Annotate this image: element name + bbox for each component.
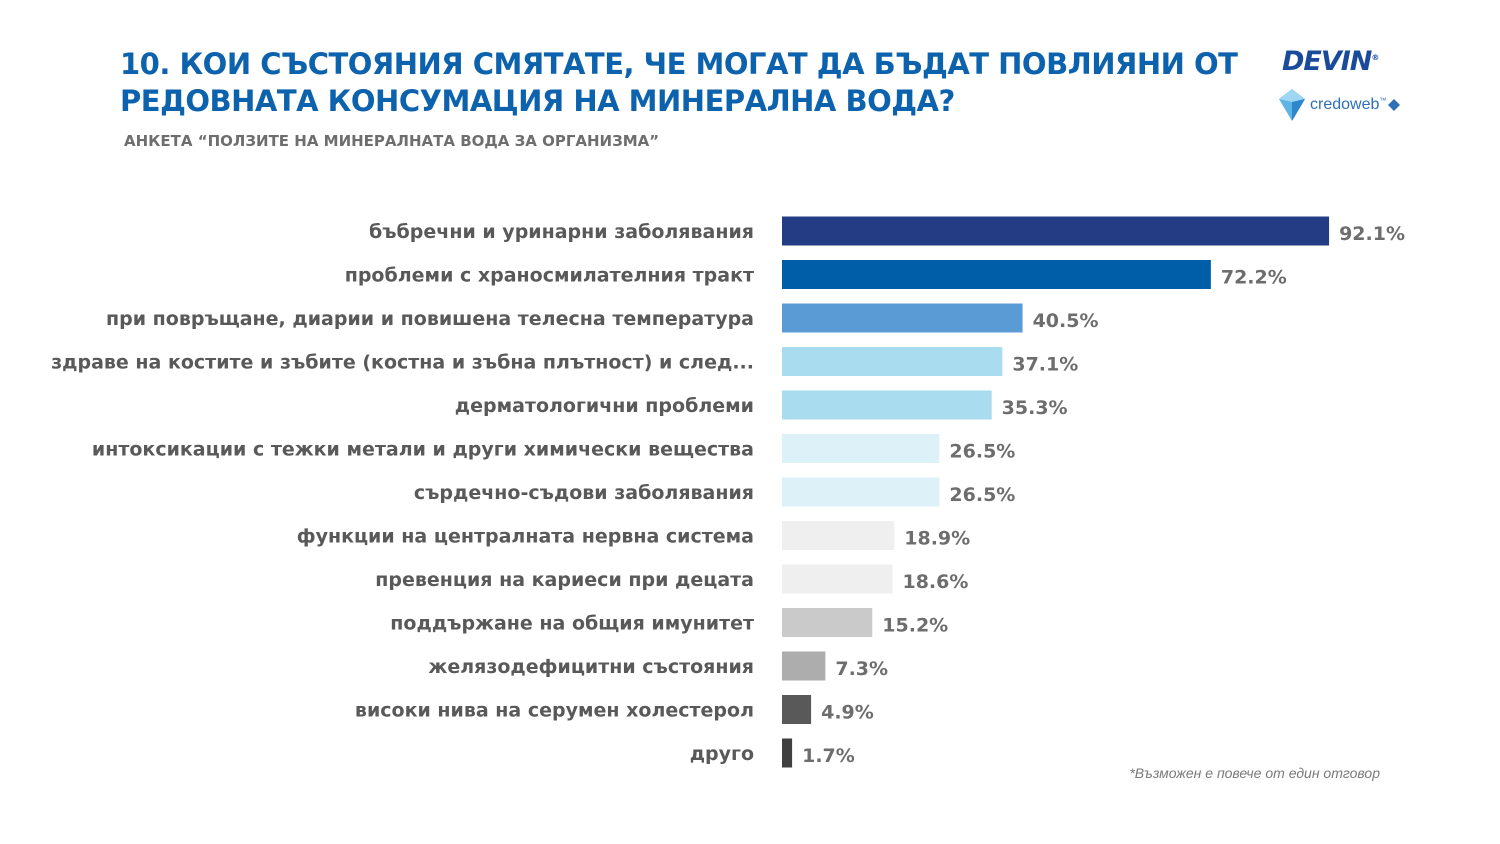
data-label: 92.1%: [1339, 223, 1405, 245]
bar: [782, 347, 1003, 376]
bar: [782, 216, 1330, 246]
bar: [782, 303, 1023, 333]
category-label: поддържане на общия имунитет: [390, 613, 754, 635]
data-label: 37.1%: [1012, 354, 1078, 376]
category-label: високи нива на серумен холестерол: [355, 700, 754, 722]
bar: [782, 477, 940, 507]
data-label: 72.2%: [1221, 267, 1287, 289]
credoweb-logo-text: credoweb™: [1310, 96, 1386, 114]
bar: [782, 651, 826, 681]
data-label: 26.5%: [949, 484, 1015, 506]
bar: [782, 521, 895, 550]
data-label: 26.5%: [949, 441, 1015, 463]
category-label: интоксикации с тежки метали и други хими…: [92, 439, 754, 461]
devin-registered-mark: ®: [1371, 53, 1379, 62]
data-label: 4.9%: [821, 702, 874, 724]
credoweb-logo: credoweb™: [1278, 88, 1401, 122]
category-label: сърдечно-съдови заболявания: [414, 482, 754, 504]
credoweb-name: credoweb: [1310, 96, 1380, 113]
category-label: дерматологични проблеми: [455, 395, 754, 417]
bar: [782, 260, 1211, 289]
bar: [782, 738, 793, 768]
devin-logo: DEVIN®: [1282, 46, 1379, 77]
page-subtitle: АНКЕТА “ПОЛЗИТЕ НА МИНЕРАЛНАТА ВОДА ЗА О…: [124, 132, 660, 150]
bar: [782, 695, 812, 724]
data-label: 1.7%: [802, 745, 855, 767]
category-label: друго: [690, 743, 754, 765]
category-label: бъбречни и уринарни заболявания: [369, 221, 754, 243]
category-label: превенция на кариеси при децата: [375, 569, 754, 591]
credoweb-small-diamond-icon: [1388, 99, 1401, 111]
data-label: 40.5%: [1033, 310, 1099, 332]
category-label: желязодефицитни състояния: [428, 656, 754, 678]
category-label: функции на централната нервна система: [297, 526, 754, 548]
data-label: 35.3%: [1002, 397, 1068, 419]
category-label: здраве на костите и зъбите (костна и зъб…: [51, 352, 754, 374]
footnote: *Възможен е повече от един отговор: [1129, 765, 1380, 781]
data-label: 7.3%: [835, 658, 888, 680]
bar: [782, 390, 992, 420]
bar: [782, 608, 873, 637]
bar: [782, 564, 893, 594]
credoweb-diamond-icon: [1279, 89, 1305, 121]
bar: [782, 434, 940, 463]
credoweb-trademark: ™: [1379, 97, 1387, 105]
category-label: проблеми с храносмилателния тракт: [345, 265, 754, 287]
page-title: 10. КОИ СЪСТОЯНИЯ СМЯТАТЕ, ЧЕ МОГАТ ДА Б…: [120, 47, 1238, 118]
data-label: 15.2%: [882, 615, 948, 637]
data-label: 18.6%: [902, 571, 968, 593]
devin-logo-text: DEVIN: [1282, 46, 1372, 77]
data-label: 18.9%: [904, 528, 970, 550]
category-label: при повръщане, диарии и повишена телесна…: [106, 308, 754, 330]
